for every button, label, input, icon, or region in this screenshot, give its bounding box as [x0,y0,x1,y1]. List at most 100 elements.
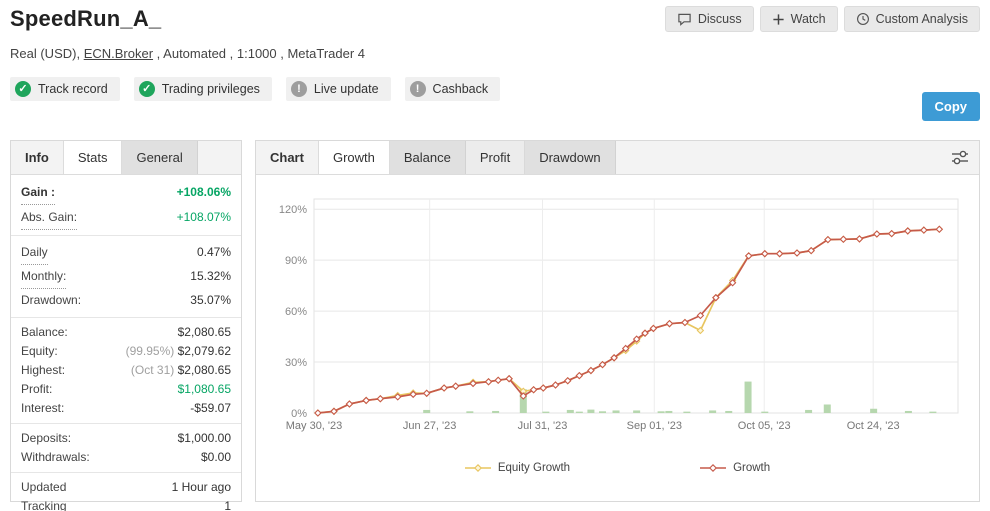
chart-body: 0% 30% 60% 90% 120% May 30, '23 Jun 27, '23 Jul… [256,175,979,474]
content-area: Info Stats General Gain : +108.06% Abs. Gain… [10,140,980,511]
series-marker-growth [529,385,538,394]
stat-value-main: +108.07% [176,210,231,224]
sliders-icon[interactable] [949,148,971,168]
stat-value: 15.32% [190,265,231,288]
stat-value-main: 1 Hour ago [171,480,231,494]
stat-value: +108.07% [177,205,231,229]
badge-live-update: ! Live update [285,77,391,101]
chart-tab-chart: Chart [270,150,304,165]
stat-row-deposits: Deposits: $1,000.00 [21,429,231,448]
stat-label: Updated [21,480,67,494]
stat-value-main: $0.00 [200,450,231,464]
stat-row-daily: Daily 0.47% [21,241,231,265]
series-marker-growth [484,377,493,386]
stat-row-highest: Highest: (Oct 31) $2,080.65 [21,361,231,380]
series-marker-growth [935,225,944,234]
chart-tab-drawdown[interactable]: Drawdown [525,141,616,174]
stat-row-monthly: Monthly: 15.32% [21,265,231,289]
series-marker-growth [551,381,560,389]
volume-bar [665,410,673,413]
volume-bar [805,409,813,413]
stat-label: Deposits: [21,431,72,445]
volume-bar [492,410,500,413]
stat-value-main: $2,080.65 [177,363,231,377]
series-marker-growth [873,230,881,238]
series-marker-growth [665,319,674,328]
watch-button[interactable]: Watch [759,6,838,32]
stat-label[interactable]: Gain : [21,180,56,205]
chart-tab-balance[interactable]: Balance [389,141,466,174]
stat-label: Equity: [21,344,58,358]
stat-value-main: $1,080.65 [177,382,231,396]
stat-value-main: 0.47% [196,245,231,259]
volume-bar [725,410,733,413]
copy-row: Copy [921,92,980,121]
series-marker-growth [505,374,513,383]
discuss-button[interactable]: Discuss [664,6,754,32]
stat-value: (Oct 31) $2,080.65 [131,361,231,380]
stat-value: -$59.07 [190,399,231,418]
stat-label[interactable]: Daily [21,241,48,265]
chart-tabbar: Chart Growth Balance Profit Drawdown [256,141,979,175]
copy-button[interactable]: Copy [921,92,980,121]
stat-row-equity: Equity: (99.95%) $2,079.62 [21,342,231,361]
stat-value-note: (Oct 31) [130,363,178,377]
alert-icon: ! [409,81,426,97]
top-action-buttons: Discuss Watch Custom Analysis [664,6,980,32]
button-label: Discuss [697,12,742,26]
chart-tab-profit[interactable]: Profit [465,141,526,174]
volume-bar [744,381,752,413]
series-marker-growth [807,246,815,255]
series-marker-growth [903,227,912,235]
badge-label: Live update [313,82,379,96]
series-marker-growth [744,252,753,260]
x-tick-label: Sep 01, '23 [627,420,682,432]
volume-bar [519,389,527,413]
badge-track-record: ✓ Track record [10,77,120,101]
info-tab-info: Info [25,150,49,165]
stat-label[interactable]: Abs. Gain: [21,205,78,230]
volume-bar [904,410,912,413]
series-marker-growth [345,400,354,408]
series-marker-growth [314,409,322,417]
legend-item-growth[interactable]: Growth [700,462,770,474]
series-marker-growth [793,249,801,257]
info-tab-stats[interactable]: Stats [62,141,123,174]
x-tick-label: Jul 31, '23 [518,420,568,432]
y-tick-label: 120% [279,204,307,216]
account-subtitle: Real (USD), ECN.Broker , Automated , 1:1… [10,46,980,61]
plus-icon [772,13,785,26]
legend-item-equity-growth[interactable]: Equity Growth [464,462,570,474]
y-tick-label: 90% [285,255,307,267]
alert-icon: ! [290,81,307,97]
stat-label[interactable]: Monthly: [21,265,67,289]
stat-value-main: 15.32% [190,269,231,283]
volume-bar [423,409,431,413]
subtitle-prefix: Real (USD), [10,46,84,61]
custom-analysis-button[interactable]: Custom Analysis [843,6,980,32]
series-marker-growth [775,249,784,258]
info-tab-general[interactable]: General [122,141,198,174]
stat-row-updated: Updated 1 Hour ago [21,478,231,497]
growth-chart[interactable]: 0% 30% 60% 90% 120% May 30, '23 Jun 27, '23 Jul… [262,185,968,447]
volume-bar [761,411,769,413]
legend-marker-icon [464,464,491,472]
stat-label: Tracking [21,499,67,511]
stat-value: $1,000.00 [178,429,231,448]
stat-row-drawdown: Drawdown: 35.07% [21,289,231,312]
broker-link[interactable]: ECN.Broker [83,46,154,61]
series-marker-growth [696,311,705,320]
stat-label: Profit: [21,382,53,396]
chart-tab-growth[interactable]: Growth [317,141,390,174]
series-marker-growth [563,376,572,385]
badge-cashback: ! Cashback [404,77,501,101]
series-marker-equity-growth [696,326,705,335]
verification-badges: ✓ Track record ✓ Trading privileges! Live up… [10,77,980,101]
x-tick-label: Oct 05, '23 [738,420,791,432]
volume-bar [566,409,574,413]
stat-group: Gain : +108.06% Abs. Gain: +108.07% [11,175,241,236]
stat-value-main: 35.07% [190,293,231,307]
y-tick-label: 60% [285,306,307,318]
check-icon: ✓ [138,81,155,97]
